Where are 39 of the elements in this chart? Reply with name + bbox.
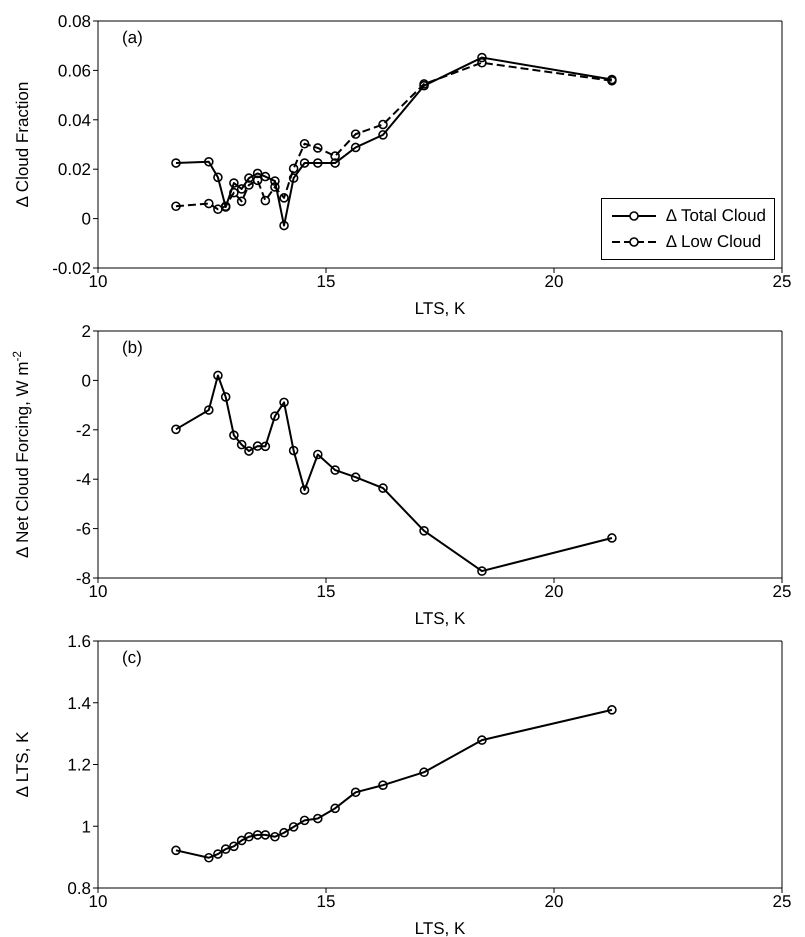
y-axis-title: Δ LTS, K [13,730,32,798]
y-tick-label: 0.02 [58,160,91,180]
y-tick-label: -2 [76,420,91,440]
x-tick-label: 20 [544,272,564,292]
y-tick-label: -0.02 [52,259,91,278]
x-tick-label: 20 [544,582,564,602]
x-tick-label: 15 [316,892,336,912]
y-tick-label: 2 [82,322,91,342]
y-tick-label: -6 [76,520,91,539]
x-tick-label: 15 [316,582,336,602]
y-tick-label: 1.4 [67,694,91,713]
y-tick-label: 1 [82,817,91,836]
y-tick-label: 0.04 [58,110,91,130]
y-tick-label: 0 [82,210,91,229]
x-tick-label: 10 [88,272,108,292]
y-tick-label: 0.8 [67,879,91,898]
x-tick-label: 10 [88,892,108,912]
y-tick-label: -4 [76,470,91,490]
y-tick-label: 0.06 [58,61,91,80]
x-tick-label: 15 [316,272,336,292]
annotation: (c) [122,648,142,668]
x-tick-label: 25 [772,272,792,292]
y-tick-label: 1.2 [67,756,91,775]
y-tick-label: 0 [82,371,91,390]
y-axis-title: Δ Cloud Fraction [13,82,32,208]
y-tick-label: -8 [76,569,91,588]
x-tick-label: 10 [88,582,108,602]
x-axis-title: LTS, K [414,609,466,628]
x-tick-label: 20 [544,892,564,912]
legend-label: Δ Total Cloud [666,206,766,226]
y-tick-label: 0.08 [58,12,91,32]
x-axis-title: LTS, K [414,299,466,318]
annotation: (a) [122,28,143,48]
annotation: (b) [122,338,143,358]
y-tick-label: 1.6 [67,632,91,652]
x-tick-label: 25 [772,582,792,602]
x-axis-title: LTS, K [414,919,466,937]
legend-label: Δ Low Cloud [666,232,762,252]
x-tick-label: 25 [772,892,792,912]
